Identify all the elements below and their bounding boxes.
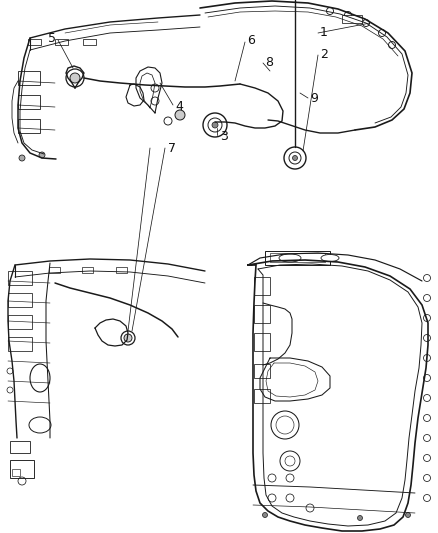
Circle shape — [212, 122, 218, 128]
Bar — [18, 95, 40, 109]
Text: 1: 1 — [320, 27, 328, 39]
Bar — [8, 337, 32, 351]
Circle shape — [293, 156, 297, 160]
Bar — [254, 389, 270, 403]
Bar — [254, 305, 270, 323]
Bar — [8, 293, 32, 307]
Circle shape — [19, 155, 25, 161]
Bar — [254, 333, 270, 351]
Circle shape — [39, 152, 45, 158]
Bar — [342, 15, 362, 23]
Bar — [28, 39, 41, 45]
Bar — [10, 460, 34, 478]
Circle shape — [70, 73, 80, 83]
Bar — [18, 119, 40, 133]
Bar — [82, 267, 93, 273]
Bar — [8, 315, 32, 329]
Bar — [8, 271, 32, 285]
Circle shape — [406, 513, 410, 518]
Ellipse shape — [29, 417, 51, 433]
Text: 3: 3 — [220, 130, 228, 142]
Text: 2: 2 — [320, 49, 328, 61]
Bar — [270, 253, 325, 262]
Text: 5: 5 — [48, 31, 56, 44]
Circle shape — [124, 334, 132, 342]
Ellipse shape — [279, 254, 301, 262]
Bar — [265, 251, 330, 265]
Text: 7: 7 — [168, 141, 176, 155]
Bar — [254, 364, 270, 378]
Bar — [116, 267, 127, 273]
Bar — [55, 39, 68, 45]
Bar — [10, 441, 30, 453]
Circle shape — [175, 110, 185, 120]
Bar — [49, 267, 60, 273]
Bar — [83, 39, 96, 45]
Text: 6: 6 — [247, 35, 255, 47]
Circle shape — [262, 513, 268, 518]
Bar — [12, 469, 20, 476]
Ellipse shape — [30, 364, 50, 392]
Text: 9: 9 — [310, 92, 318, 104]
Bar — [18, 71, 40, 85]
Text: 8: 8 — [265, 56, 273, 69]
Circle shape — [357, 515, 363, 521]
Bar — [254, 277, 270, 295]
Ellipse shape — [321, 254, 339, 262]
Text: 4: 4 — [175, 100, 183, 112]
